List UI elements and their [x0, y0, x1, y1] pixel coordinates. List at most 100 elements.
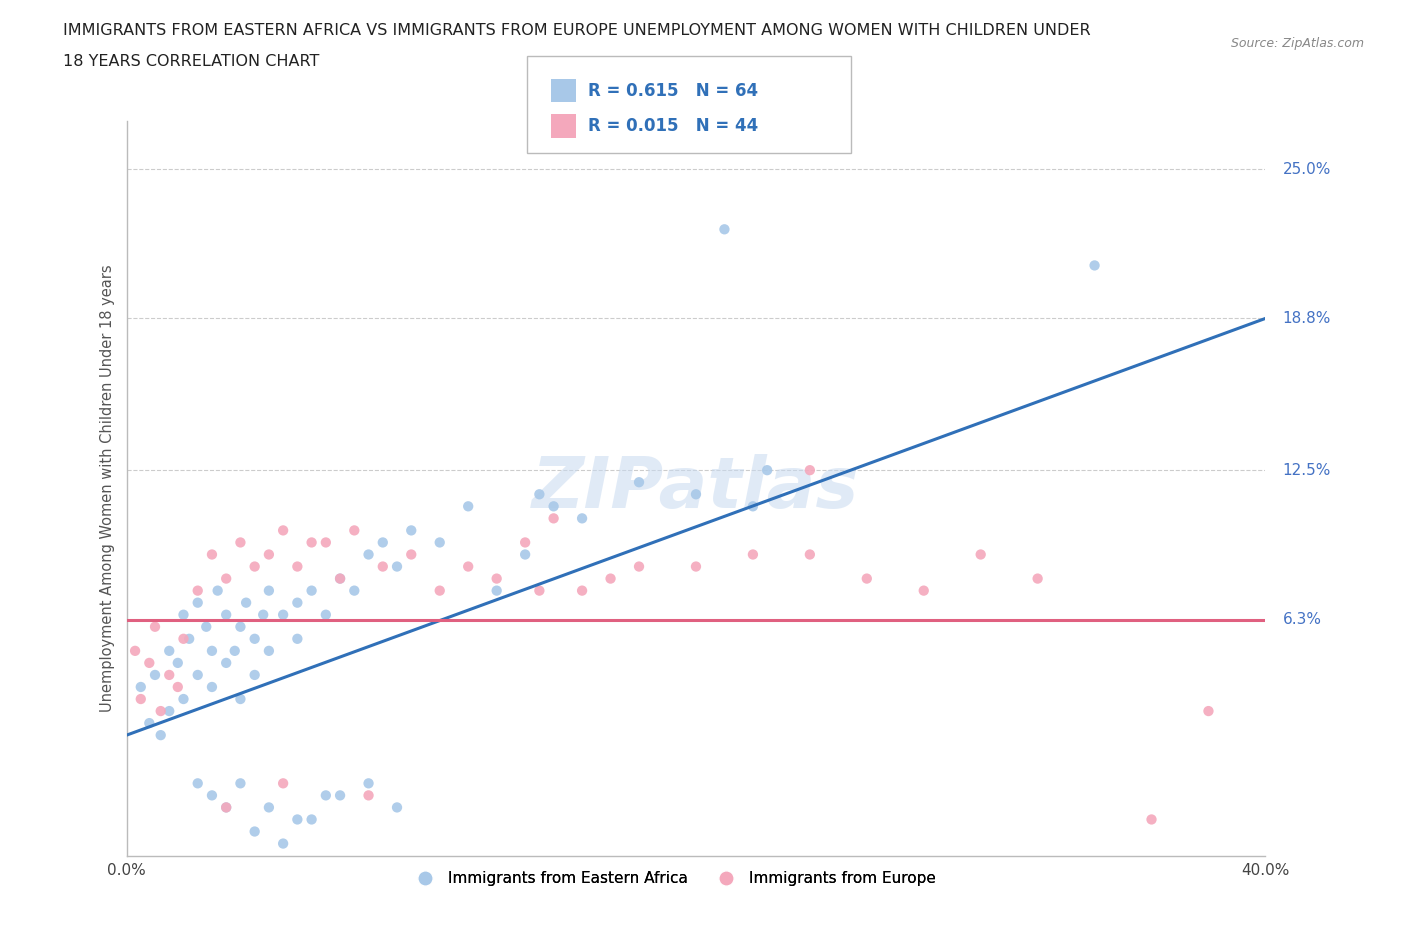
Point — [149, 704, 172, 719]
Point — [187, 776, 209, 790]
Point — [287, 812, 309, 827]
Point — [187, 583, 209, 598]
Point — [457, 559, 479, 574]
Point — [742, 498, 765, 513]
Point — [138, 656, 160, 671]
Point — [371, 535, 394, 550]
Point — [401, 547, 423, 562]
Point — [329, 571, 352, 586]
Point — [571, 511, 593, 525]
Point — [243, 824, 266, 839]
Point — [485, 583, 508, 598]
Point — [315, 607, 337, 622]
Point — [385, 559, 408, 574]
Point — [149, 727, 172, 742]
Point — [1026, 571, 1049, 586]
Point — [271, 523, 294, 538]
Text: 25.0%: 25.0% — [1282, 162, 1331, 177]
Point — [229, 619, 252, 634]
Point — [1140, 812, 1163, 827]
Text: 18 YEARS CORRELATION CHART: 18 YEARS CORRELATION CHART — [63, 54, 319, 69]
Point — [235, 595, 257, 610]
Point — [201, 680, 224, 695]
Point — [357, 776, 380, 790]
Text: 12.5%: 12.5% — [1282, 463, 1331, 478]
Point — [529, 583, 551, 598]
Point — [287, 595, 309, 610]
Point — [215, 800, 238, 815]
Point — [124, 644, 146, 658]
Point — [315, 788, 337, 803]
Point — [571, 583, 593, 598]
Point — [1084, 258, 1107, 272]
Point — [385, 800, 408, 815]
Point — [713, 222, 735, 237]
Point — [243, 559, 266, 574]
Point — [179, 631, 201, 646]
Point — [429, 583, 451, 598]
Point — [201, 644, 224, 658]
Point — [401, 523, 423, 538]
Point — [252, 607, 274, 622]
Point — [257, 800, 280, 815]
Point — [172, 631, 194, 646]
Text: R = 0.615   N = 64: R = 0.615 N = 64 — [588, 82, 758, 100]
Text: 0.0%: 0.0% — [107, 863, 146, 878]
Point — [138, 716, 160, 731]
Point — [157, 644, 180, 658]
Point — [756, 463, 779, 478]
Point — [329, 571, 352, 586]
Point — [201, 547, 224, 562]
Point — [215, 571, 238, 586]
Point — [243, 668, 266, 683]
Point — [157, 668, 180, 683]
Point — [172, 692, 194, 707]
Point — [215, 800, 238, 815]
Point — [543, 511, 565, 525]
Text: R = 0.015   N = 44: R = 0.015 N = 44 — [588, 117, 758, 135]
Point — [229, 692, 252, 707]
Text: 6.3%: 6.3% — [1282, 612, 1322, 627]
Point — [229, 776, 252, 790]
Point — [287, 559, 309, 574]
Point — [229, 535, 252, 550]
Point — [357, 547, 380, 562]
Point — [195, 619, 218, 634]
Point — [357, 788, 380, 803]
Text: 40.0%: 40.0% — [1241, 863, 1289, 878]
Point — [257, 583, 280, 598]
Text: ZIPatlas: ZIPatlas — [533, 454, 859, 523]
Point — [543, 498, 565, 513]
Point — [742, 547, 765, 562]
Point — [271, 607, 294, 622]
Point — [1198, 704, 1220, 719]
Text: IMMIGRANTS FROM EASTERN AFRICA VS IMMIGRANTS FROM EUROPE UNEMPLOYMENT AMONG WOME: IMMIGRANTS FROM EASTERN AFRICA VS IMMIGR… — [63, 23, 1091, 38]
Point — [301, 812, 323, 827]
Point — [172, 607, 194, 622]
Point — [628, 559, 651, 574]
Point — [685, 559, 707, 574]
Point — [129, 680, 152, 695]
Point — [215, 656, 238, 671]
Point — [207, 583, 229, 598]
Point — [257, 547, 280, 562]
Point — [855, 571, 877, 586]
Point — [912, 583, 935, 598]
Point — [301, 535, 323, 550]
Point — [529, 486, 551, 501]
Point — [287, 631, 309, 646]
Text: Source: ZipAtlas.com: Source: ZipAtlas.com — [1230, 37, 1364, 50]
Point — [301, 583, 323, 598]
Point — [515, 535, 537, 550]
Text: 18.8%: 18.8% — [1282, 311, 1331, 325]
Point — [457, 498, 479, 513]
Point — [970, 547, 993, 562]
Point — [429, 535, 451, 550]
Point — [157, 704, 180, 719]
Point — [143, 619, 166, 634]
Point — [187, 668, 209, 683]
Point — [371, 559, 394, 574]
Point — [215, 607, 238, 622]
Point — [685, 486, 707, 501]
Point — [166, 656, 188, 671]
